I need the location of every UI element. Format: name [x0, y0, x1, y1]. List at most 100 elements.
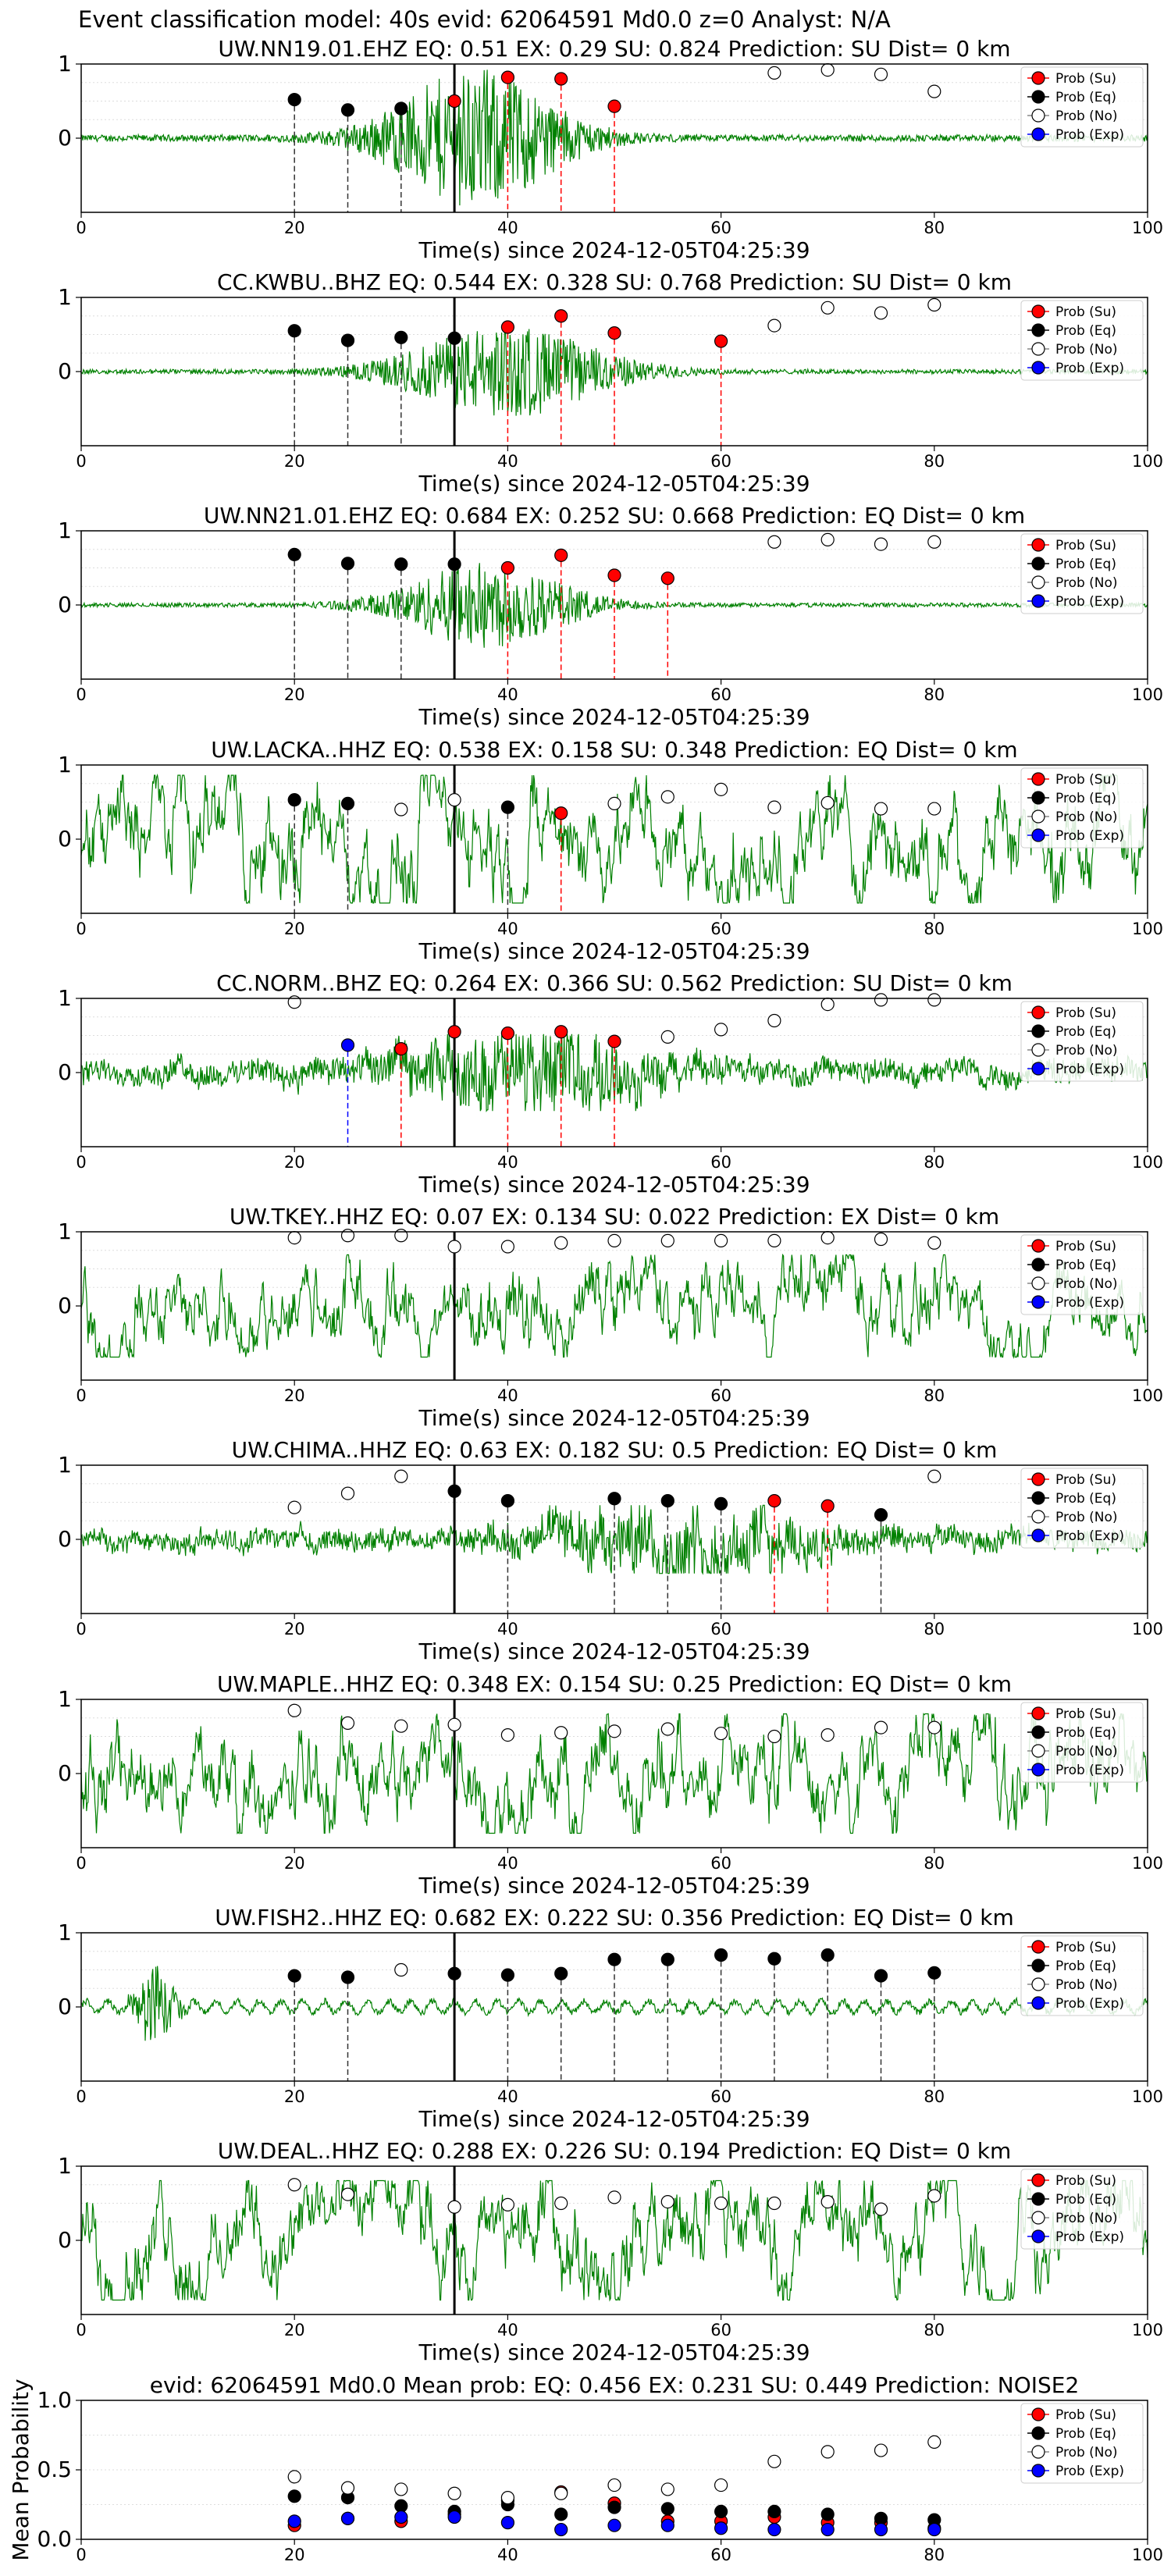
legend-box	[1020, 1935, 1144, 2016]
prob-point-eq	[394, 330, 408, 344]
legend-marker-su	[1031, 772, 1045, 786]
x-tick-label: 0	[76, 2321, 86, 2339]
x-tick-label: 80	[924, 219, 945, 237]
prob-point-eq	[714, 1948, 728, 1962]
prob-point-su	[660, 571, 674, 585]
prob-point-no	[767, 800, 781, 814]
prob-point-no	[820, 1230, 835, 1245]
mean-point-exp	[287, 2514, 301, 2528]
x-tick-label: 0	[76, 1386, 86, 1405]
legend-label: Prob (Su)	[1055, 2407, 1116, 2423]
prob-point-no	[340, 2187, 355, 2201]
prob-point-eq	[287, 324, 301, 338]
legend-marker-exp	[1031, 1763, 1045, 1777]
prob-point-su	[820, 1499, 835, 1513]
legend-label: Prob (No)	[1055, 575, 1118, 591]
legend-label: Prob (Eq)	[1055, 1959, 1116, 1974]
mean-point-exp	[767, 2522, 781, 2537]
x-tick-label: 80	[924, 2546, 945, 2564]
axes-frame	[80, 998, 1148, 1147]
panel-title: UW.DEAL..HHZ EQ: 0.288 EX: 0.226 SU: 0.1…	[218, 2138, 1011, 2164]
legend: Prob (Su) Prob (Eq) Prob (No) Prob (Exp)	[1020, 2169, 1144, 2250]
axes-frame	[80, 2165, 1148, 2315]
prob-point-eq	[287, 92, 301, 107]
prob-point-eq	[927, 1966, 941, 1980]
x-tick-label: 40	[497, 1153, 518, 1172]
prob-point-eq	[874, 1508, 888, 1522]
mean-point-exp	[927, 2522, 941, 2537]
y-tick-label: 1	[58, 51, 72, 76]
x-tick-label: 60	[710, 2087, 731, 2106]
mean-point-exp	[500, 2516, 515, 2530]
prob-point-no	[554, 1726, 568, 1740]
legend-marker-eq	[1031, 90, 1045, 104]
x-tick-label: 20	[284, 452, 305, 471]
prob-point-no	[767, 318, 781, 333]
prob-point-no	[554, 1236, 568, 1250]
x-tick-label: 20	[284, 2546, 305, 2564]
mean-point-no	[714, 2478, 728, 2492]
legend-marker-no	[1031, 575, 1045, 589]
legend: Prob (Su) Prob (Eq) Prob (No) Prob (Exp)	[1020, 66, 1144, 148]
mean-point-no	[394, 2482, 408, 2496]
prob-point-no	[820, 532, 835, 547]
legend-label: Prob (No)	[1055, 1977, 1118, 1993]
mean-point-no	[554, 2486, 568, 2500]
x-tick-label: 60	[710, 685, 731, 704]
x-tick-label: 40	[497, 1386, 518, 1405]
mean-point-eq	[820, 2507, 835, 2521]
prob-point-no	[500, 2197, 515, 2211]
legend: Prob (Su) Prob (Eq) Prob (No) Prob (Exp)	[1020, 1702, 1144, 1783]
legend-label: Prob (Eq)	[1055, 791, 1116, 806]
mean-point-no	[607, 2478, 621, 2492]
prob-point-su	[500, 560, 515, 575]
mean-point-eq	[394, 2499, 408, 2513]
legend-marker-no	[1031, 1510, 1045, 1524]
prob-point-no	[714, 2196, 728, 2211]
legend-marker-no	[1031, 2445, 1045, 2459]
x-axis-label: Time(s) since 2024-12-05T04:25:39	[418, 1172, 810, 1197]
x-tick-label: 80	[924, 1386, 945, 1405]
mean-point-no	[927, 2435, 941, 2449]
prob-point-su	[394, 1041, 408, 1056]
y-tick-label: 1.0	[37, 2387, 72, 2413]
prob-point-su	[607, 326, 621, 340]
panel-uw.nn19.01.ehz: UW.NN19.01.EHZ EQ: 0.51 EX: 0.29 SU: 0.8…	[58, 36, 1163, 263]
legend-label: Prob (No)	[1055, 1043, 1118, 1059]
prob-point-no	[767, 1013, 781, 1028]
prob-point-no	[607, 2190, 621, 2204]
x-tick-label: 40	[497, 2546, 518, 2564]
legend-marker-eq	[1031, 2426, 1045, 2440]
x-tick-label: 100	[1132, 1854, 1163, 1873]
prob-point-eq	[340, 1970, 355, 1984]
x-tick-label: 80	[924, 1153, 945, 1172]
legend-label: Prob (Exp)	[1055, 2464, 1124, 2479]
y-tick-label: 0	[58, 826, 72, 852]
prob-point-eq	[714, 1496, 728, 1511]
prob-point-su	[447, 94, 461, 109]
waveform-trace	[80, 1713, 1148, 1835]
x-tick-label: 60	[710, 2546, 731, 2564]
legend-marker-exp	[1031, 828, 1045, 842]
x-tick-label: 0	[76, 920, 86, 938]
x-tick-label: 60	[710, 1153, 731, 1172]
y-tick-label: 0	[58, 1994, 72, 2019]
legend-marker-no	[1031, 109, 1045, 123]
prob-point-no	[927, 993, 941, 1007]
legend-label: Prob (Eq)	[1055, 557, 1116, 572]
mean-point-no	[340, 2481, 355, 2495]
prob-point-no	[447, 1717, 461, 1731]
legend-label: Prob (Exp)	[1055, 127, 1124, 143]
legend-label: Prob (No)	[1055, 1744, 1118, 1759]
panel-title: UW.NN19.01.EHZ EQ: 0.51 EX: 0.29 SU: 0.8…	[218, 36, 1010, 62]
legend-marker-no	[1031, 2211, 1045, 2225]
prob-point-eq	[394, 101, 408, 116]
mean-point-exp	[660, 2518, 674, 2532]
x-tick-label: 40	[497, 1854, 518, 1873]
x-tick-label: 100	[1132, 1386, 1163, 1405]
legend: Prob (Su) Prob (Eq) Prob (No) Prob (Exp)	[1020, 300, 1144, 381]
prob-point-no	[874, 2202, 888, 2216]
prob-point-no	[820, 301, 835, 315]
prob-point-su	[554, 72, 568, 86]
legend-box	[1020, 1001, 1144, 1082]
